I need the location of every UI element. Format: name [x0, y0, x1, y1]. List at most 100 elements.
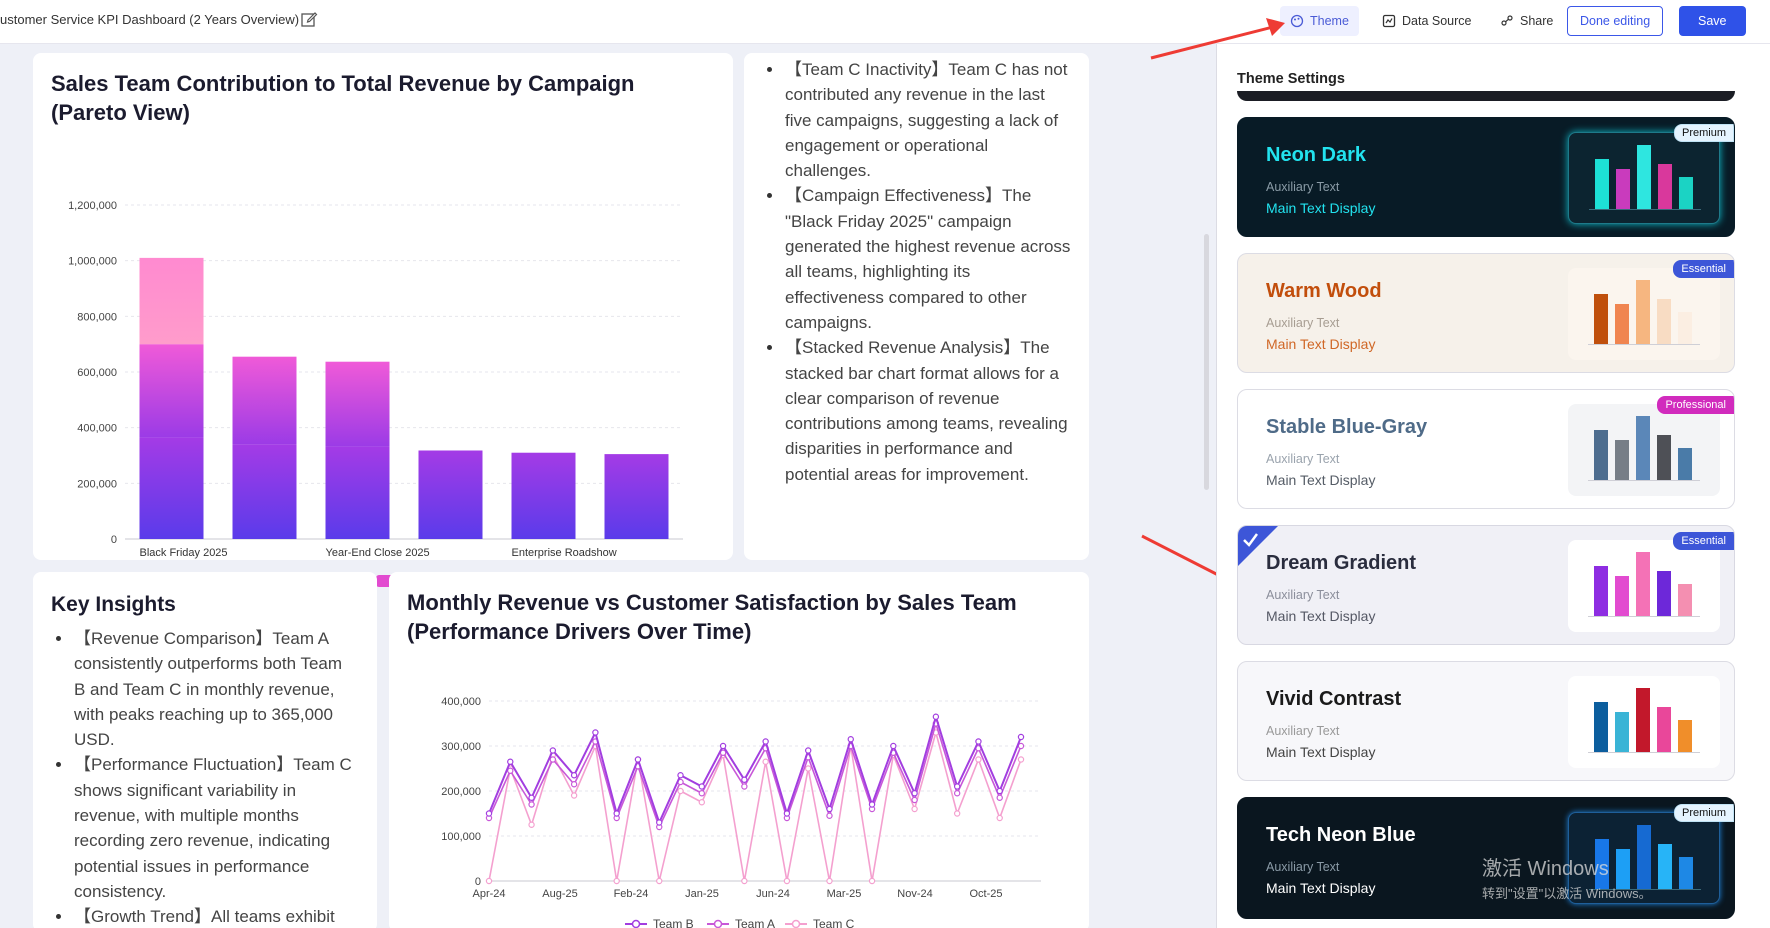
data-point[interactable] — [996, 814, 1003, 822]
bar-team-b[interactable] — [325, 361, 390, 447]
data-point[interactable] — [953, 790, 961, 797]
data-point[interactable] — [656, 819, 663, 826]
legend-label[interactable]: Team A — [735, 917, 775, 928]
data-point[interactable] — [613, 810, 620, 817]
data-point[interactable] — [890, 742, 897, 750]
data-point[interactable] — [570, 772, 578, 779]
preview-bar — [1615, 440, 1629, 480]
data-point[interactable] — [613, 877, 620, 885]
key-insight-item: 【Revenue Comparison】Team A consistently … — [51, 626, 356, 752]
bar-team-a[interactable] — [139, 437, 204, 539]
share-button[interactable]: Share — [1490, 6, 1563, 36]
data-point[interactable] — [762, 738, 769, 745]
panel-divider — [1216, 44, 1217, 928]
data-point[interactable] — [911, 790, 918, 797]
x-tick-label: Mar-25 — [827, 888, 862, 900]
theme-card-warm-wood[interactable]: Warm Wood Auxiliary Text Main Text Display… — [1237, 253, 1735, 373]
theme-aux-text: Auxiliary Text — [1266, 860, 1340, 874]
data-point[interactable] — [953, 783, 961, 790]
data-point[interactable] — [677, 787, 684, 795]
data-point[interactable] — [741, 877, 748, 885]
data-point[interactable] — [570, 781, 578, 788]
x-tick-label: Oct-25 — [969, 888, 1002, 900]
bar-team-c[interactable] — [139, 257, 204, 345]
bar-team-b[interactable] — [139, 344, 204, 438]
data-point[interactable] — [762, 758, 769, 765]
data-point[interactable] — [847, 736, 854, 743]
theme-card-vivid-contrast[interactable]: Vivid Contrast Auxiliary Text Main Text Di… — [1237, 661, 1735, 781]
data-point[interactable] — [719, 742, 727, 750]
bar-team-a[interactable] — [325, 446, 390, 539]
data-point[interactable] — [698, 799, 705, 806]
data-point[interactable] — [975, 738, 982, 745]
windows-activation-watermark: 激活 Windows 转到"设置"以激活 Windows。 — [1482, 852, 1652, 902]
bar-team-a[interactable] — [604, 454, 669, 539]
theme-settings-panel: Theme Settings Neon Dark Auxiliary Text Ma… — [1217, 44, 1770, 928]
data-point[interactable] — [868, 801, 876, 808]
preview-bar — [1657, 435, 1671, 480]
data-point[interactable] — [1017, 756, 1025, 763]
data-point[interactable] — [826, 812, 833, 819]
x-tick-label: Feb-24 — [614, 888, 649, 900]
preview-bars — [1588, 416, 1700, 481]
data-point[interactable] — [975, 756, 982, 763]
theme-card-tech-neon-blue[interactable]: Tech Neon Blue Auxiliary Text Main Text Di… — [1237, 797, 1735, 919]
data-point[interactable] — [677, 772, 684, 779]
line-team-c[interactable] — [488, 729, 1022, 882]
data-point[interactable] — [996, 787, 1003, 795]
theme-card-dream-gradient[interactable]: Dream Gradient Auxiliary Text Main Text Di… — [1237, 525, 1735, 645]
theme-card-stable-blue-gray[interactable]: Stable Blue-Gray Auxiliary Text Main Text … — [1237, 389, 1735, 509]
data-point[interactable] — [911, 805, 918, 813]
data-point[interactable] — [826, 877, 833, 885]
legend-label[interactable]: Team B — [653, 917, 694, 928]
preview-bar — [1594, 566, 1608, 616]
data-point[interactable] — [805, 747, 812, 754]
data-point[interactable] — [783, 810, 791, 817]
data-point[interactable] — [698, 790, 705, 797]
theme-card-neon-dark[interactable]: Neon Dark Auxiliary Text Main Text Display… — [1237, 117, 1735, 237]
theme-button[interactable]: Theme — [1280, 6, 1359, 36]
data-point[interactable] — [634, 756, 642, 763]
data-point[interactable] — [953, 810, 961, 817]
data-point[interactable] — [826, 805, 833, 813]
data-point[interactable] — [507, 767, 514, 774]
data-point[interactable] — [868, 877, 876, 885]
data-point[interactable] — [996, 794, 1003, 801]
y-tick-label: 200,000 — [441, 786, 481, 798]
data-point[interactable] — [485, 877, 493, 885]
data-point[interactable] — [528, 801, 535, 808]
data-point[interactable] — [549, 747, 557, 754]
data-point[interactable] — [570, 792, 578, 799]
data-point[interactable] — [507, 758, 514, 765]
data-point[interactable] — [698, 783, 705, 790]
data-point[interactable] — [1017, 733, 1025, 741]
data-point[interactable] — [549, 756, 557, 763]
canvas-scrollbar[interactable] — [1204, 234, 1209, 490]
data-point[interactable] — [528, 821, 535, 828]
legend-label[interactable]: Team C — [813, 917, 855, 928]
done-editing-button[interactable]: Done editing — [1567, 6, 1664, 36]
data-point[interactable] — [741, 776, 748, 783]
line-team-b[interactable] — [488, 713, 1022, 826]
data-point[interactable] — [528, 794, 535, 801]
data-source-button[interactable]: Data Source — [1372, 6, 1481, 36]
data-point[interactable] — [805, 765, 812, 772]
preview-bar — [1657, 571, 1671, 616]
edit-title-icon[interactable] — [300, 10, 318, 28]
theme-tier-badge: Premium — [1673, 124, 1734, 142]
data-point[interactable] — [932, 713, 940, 720]
data-point[interactable] — [485, 810, 493, 817]
bar-team-b[interactable] — [232, 356, 297, 445]
bar-team-a[interactable] — [418, 450, 483, 539]
data-point[interactable] — [592, 729, 599, 736]
data-point[interactable] — [783, 877, 791, 885]
bar-team-a[interactable] — [232, 444, 297, 539]
save-button[interactable]: Save — [1679, 6, 1746, 36]
preview-bars — [1589, 825, 1701, 890]
theme-preview — [1568, 404, 1720, 496]
data-point[interactable] — [911, 796, 918, 804]
data-point[interactable] — [741, 783, 748, 790]
line-team-a[interactable] — [488, 720, 1022, 830]
data-point[interactable] — [656, 877, 663, 885]
bar-team-a[interactable] — [511, 452, 576, 539]
